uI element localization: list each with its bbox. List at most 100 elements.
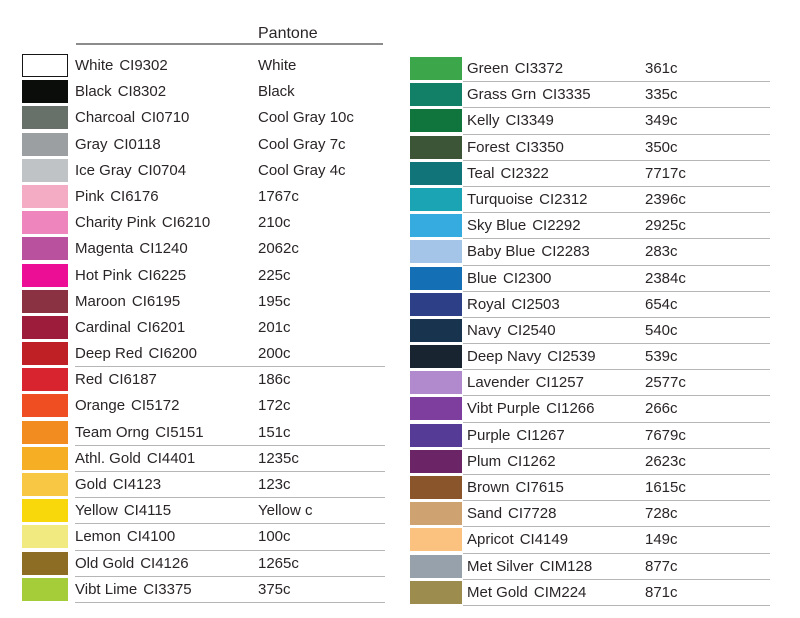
color-code: CI2292	[532, 217, 581, 235]
pantone-value: Cool Gray 7c	[258, 135, 346, 153]
color-code: CI7615	[515, 479, 564, 496]
color-swatch	[410, 83, 462, 107]
color-code: CI1262	[507, 452, 556, 470]
color-row: Black CI8302 Black	[22, 80, 385, 106]
color-swatch	[22, 551, 68, 575]
row-divider-line	[463, 107, 770, 109]
color-swatch	[22, 289, 68, 313]
pantone-value: 201c	[258, 318, 291, 336]
color-label: Baby Blue CI2283	[467, 243, 590, 261]
color-name: Gold	[75, 476, 107, 493]
color-code: CI3372	[514, 60, 564, 77]
row-divider-line	[463, 421, 770, 423]
color-code: CI6200	[148, 345, 197, 363]
color-row: Pink CI6176 1767c	[22, 184, 385, 211]
color-row: Sand CI7728 728c	[410, 502, 770, 528]
color-name: Vibt Lime	[75, 580, 138, 598]
row-divider-line	[75, 601, 385, 603]
color-label: Charcoal CI0710	[75, 109, 189, 127]
color-name: Deep Navy	[467, 348, 542, 366]
color-swatch	[22, 132, 68, 156]
color-swatch	[22, 54, 68, 77]
color-row: Yellow CI4115 Yellow c	[22, 499, 385, 525]
color-swatch	[410, 318, 462, 342]
color-name: Magenta	[75, 240, 134, 258]
color-swatch	[22, 368, 68, 392]
color-name: Sand	[467, 505, 503, 523]
color-name: Sky Blue	[467, 217, 527, 235]
color-code: CI4126	[140, 554, 189, 572]
color-label: Lemon CI4100	[75, 528, 175, 546]
color-label: Team Orng CI5151	[75, 424, 204, 442]
color-label: Magenta CI1240	[75, 240, 188, 258]
color-row: Magenta CI1240 2062c	[22, 237, 385, 263]
color-row: Old Gold CI4126 1265c	[22, 551, 385, 578]
color-swatch	[22, 499, 68, 523]
color-swatch	[410, 397, 462, 421]
color-label: Deep Navy CI2539	[467, 348, 596, 366]
color-swatch	[410, 371, 462, 395]
color-name: Team Orng	[75, 423, 150, 441]
row-divider-line	[463, 81, 770, 83]
color-label: Athl. Gold CI4401	[75, 450, 195, 468]
color-row: Ice Gray CI0704 Cool Gray 4c	[22, 158, 385, 185]
color-name: Brown	[467, 479, 510, 496]
color-label: Maroon CI6195	[75, 293, 180, 311]
color-code: CI3349	[505, 112, 554, 130]
color-row: Sky Blue CI2292 2925c	[410, 214, 770, 240]
color-swatch	[22, 342, 68, 366]
color-code: CI6195	[131, 292, 181, 310]
row-divider-line	[463, 604, 770, 606]
color-name: Lemon	[75, 528, 121, 546]
color-name: Charcoal	[75, 109, 136, 127]
color-code: CI0710	[141, 109, 190, 127]
color-name: Yellow	[75, 502, 118, 520]
color-name: Athl. Gold	[75, 449, 141, 467]
color-label: Ice Gray CI0704	[75, 162, 186, 180]
color-label: Gray CI0118	[75, 136, 161, 154]
row-divider-line	[463, 500, 770, 502]
row-divider-line	[463, 185, 770, 187]
pantone-column-header: Pantone	[258, 25, 318, 42]
pantone-value: 375c	[258, 580, 291, 598]
pantone-value: 2384c	[645, 269, 686, 287]
color-name: Teal	[467, 164, 495, 182]
color-row: Baby Blue CI2283 283c	[410, 240, 770, 266]
color-swatch	[410, 187, 462, 211]
color-code: CI6187	[108, 371, 157, 389]
color-code: CI7728	[508, 505, 557, 523]
color-row: Plum CI1262 2623c	[410, 449, 770, 476]
row-divider-line	[463, 159, 770, 161]
color-label: Pink CI6176	[75, 188, 159, 206]
color-label: Cardinal CI6201	[75, 319, 185, 337]
color-label: Teal CI2322	[467, 165, 549, 183]
row-divider-line	[75, 471, 385, 472]
color-swatch	[410, 240, 462, 264]
color-swatch	[410, 292, 462, 316]
row-divider-line	[463, 343, 770, 345]
color-name: White	[75, 57, 114, 74]
color-swatch	[410, 214, 462, 238]
row-divider-line	[463, 395, 770, 397]
color-swatch	[22, 158, 68, 182]
color-name: Maroon	[75, 292, 126, 310]
pantone-value: 123c	[258, 476, 291, 493]
color-swatch	[22, 577, 68, 601]
color-name: Grass Grn	[467, 86, 537, 104]
right-color-column: Green CI3372 361c Grass Grn CI3335 335c Kelly C…	[410, 57, 770, 607]
row-divider-line	[75, 549, 385, 551]
color-row: Cardinal CI6201 201c	[22, 315, 385, 342]
color-code: CI1240	[139, 240, 188, 258]
pantone-value: 200c	[258, 345, 291, 363]
pantone-value: 2623c	[645, 452, 686, 470]
pantone-value: 349c	[645, 112, 678, 130]
color-code: CI6201	[136, 318, 186, 336]
color-code: CI4100	[126, 528, 176, 546]
pantone-value: 172c	[258, 397, 291, 415]
pantone-value: Yellow c	[258, 502, 313, 520]
color-label: White CI9302	[75, 57, 168, 75]
color-code: CI2283	[541, 243, 590, 261]
pantone-value: 149c	[645, 531, 678, 549]
color-label: Apricot CI4149	[467, 531, 568, 549]
pantone-value: 100c	[258, 528, 291, 546]
